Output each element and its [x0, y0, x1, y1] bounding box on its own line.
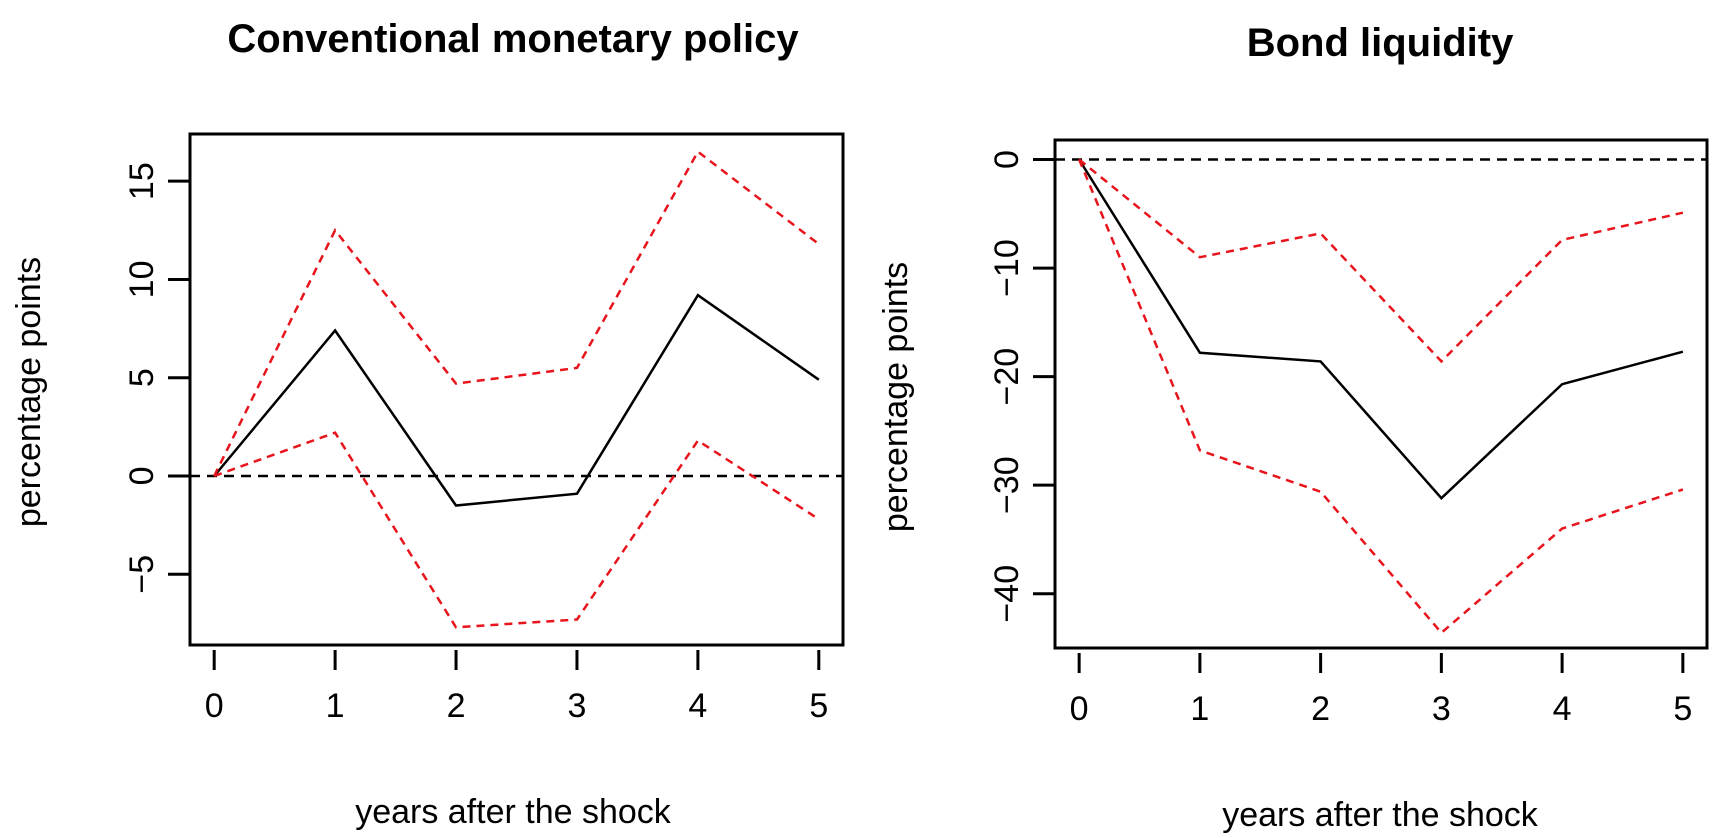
x-tick-label: 5 [809, 687, 828, 725]
x-axis-label: years after the shock [355, 793, 672, 831]
chart-title: Conventional monetary policy [227, 17, 799, 61]
y-tick-label: −10 [988, 239, 1026, 297]
panel-bond-liquidity: Bond liquidity years after the shock per… [877, 21, 1709, 834]
y-axis-label: percentage points [10, 257, 48, 527]
x-tick-label: 1 [326, 687, 345, 725]
y-tick-label: −20 [988, 348, 1026, 406]
series-line-estimate [213, 293, 820, 507]
plot-frame [1053, 138, 1709, 650]
y-tick-label: −5 [123, 555, 161, 594]
x-tick-label: 0 [205, 687, 224, 725]
x-tick-label: 2 [447, 687, 466, 725]
x-tick-label: 4 [688, 687, 707, 725]
x-tick-label: 2 [1311, 690, 1330, 728]
y-tick-label: 0 [123, 467, 161, 486]
y-tick-label: −40 [988, 565, 1026, 623]
panel-conventional-monetary-policy: Conventional monetary policy years after… [10, 17, 845, 831]
x-tick-label: 3 [568, 687, 587, 725]
series-line-upper-band [1078, 158, 1684, 364]
x-tick-label: 4 [1553, 690, 1572, 728]
y-tick-label: 10 [123, 261, 161, 299]
chart-title: Bond liquidity [1247, 21, 1514, 65]
y-tick-label: −30 [988, 456, 1026, 514]
series-line-lower-band [1077, 159, 1684, 635]
x-axis-label: years after the shock [1222, 796, 1539, 834]
series-line-upper-band [213, 149, 820, 477]
series-line-estimate [1078, 158, 1684, 500]
y-tick-label: 15 [123, 162, 161, 200]
y-axis-label: percentage points [877, 262, 915, 532]
x-tick-label: 0 [1070, 690, 1089, 728]
series-line-lower-band [213, 431, 820, 629]
y-tick-label: 0 [988, 150, 1026, 169]
x-tick-label: 1 [1190, 690, 1209, 728]
x-tick-label: 5 [1673, 690, 1692, 728]
y-tick-label: 5 [123, 368, 161, 387]
x-tick-label: 3 [1432, 690, 1451, 728]
plot-frame [188, 132, 845, 647]
